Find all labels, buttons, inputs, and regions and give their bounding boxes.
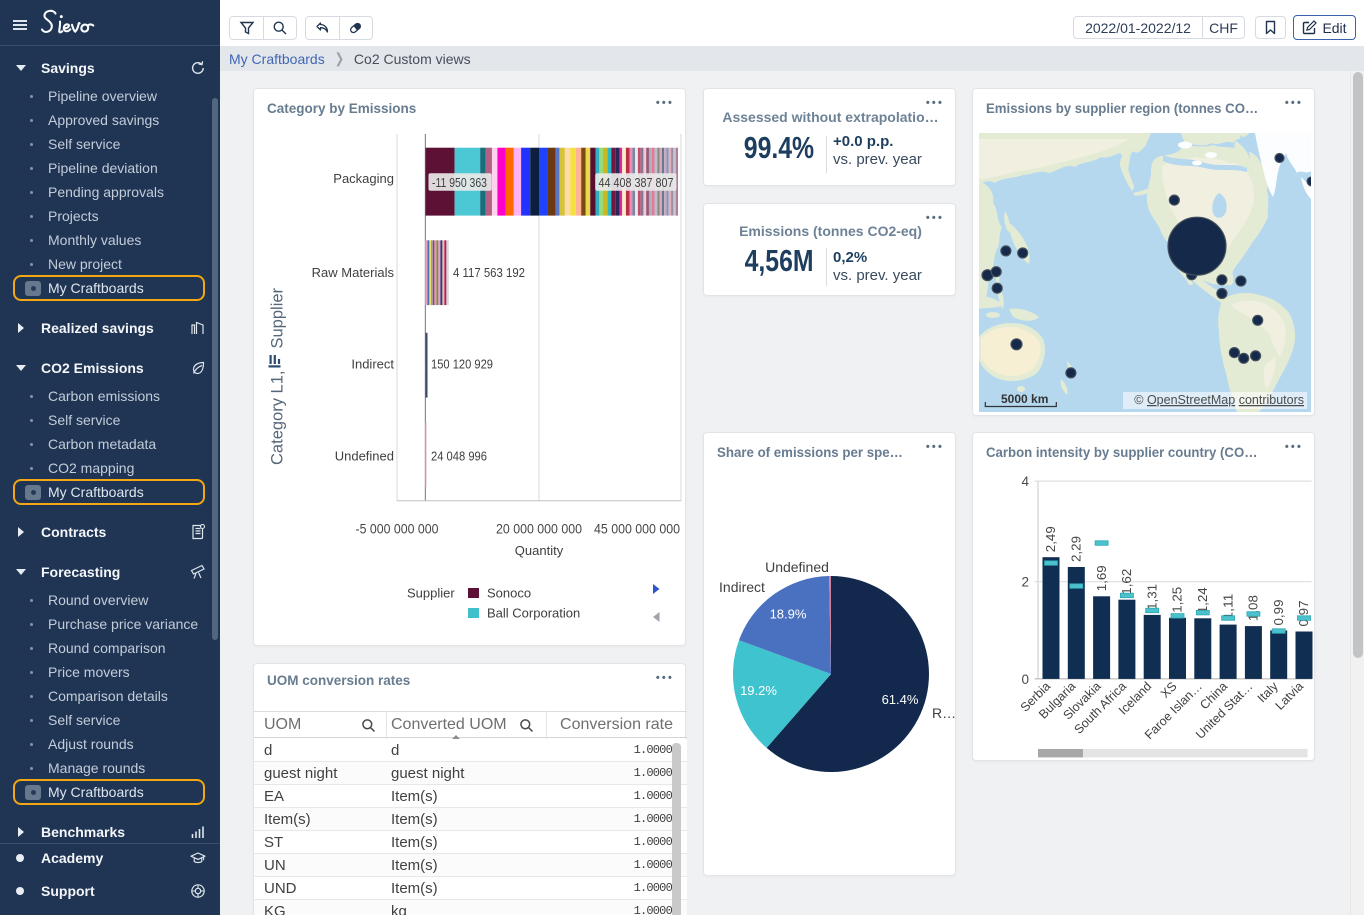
svg-text:0,97: 0,97 (1296, 601, 1311, 627)
svg-text:5000 km: 5000 km (1001, 392, 1048, 406)
svg-text:Quantity: Quantity (515, 543, 564, 558)
svg-text:4 117 563 192: 4 117 563 192 (453, 265, 525, 280)
svg-text:0,99: 0,99 (1271, 600, 1286, 626)
svg-text:45 000 000 000: 45 000 000 000 (594, 521, 680, 537)
svg-text:2,29: 2,29 (1069, 536, 1084, 562)
svg-text:Latvia: Latvia (1273, 679, 1307, 713)
svg-text:Undefined: Undefined (765, 559, 829, 575)
svg-text:Packaging: Packaging (333, 171, 394, 186)
svg-text:-5 000 000 000: -5 000 000 000 (356, 521, 439, 537)
svg-text:2: 2 (1021, 575, 1029, 590)
svg-text:-11 950 363: -11 950 363 (432, 175, 487, 190)
svg-text:Sonoco: Sonoco (487, 586, 531, 601)
svg-text:Ball Corporation: Ball Corporation (487, 606, 580, 621)
svg-text:150 120 929: 150 120 929 (431, 357, 493, 372)
svg-text:1,25: 1,25 (1170, 587, 1185, 613)
svg-text:61.4%: 61.4% (882, 692, 919, 707)
svg-text:R…: R… (932, 705, 956, 721)
svg-text:1,69: 1,69 (1094, 565, 1109, 591)
svg-text:19.2%: 19.2% (740, 683, 777, 698)
svg-text:0: 0 (1021, 672, 1029, 687)
svg-text:Supplier: Supplier (407, 586, 455, 601)
svg-text:Raw Materials: Raw Materials (312, 265, 395, 280)
svg-text:20 000 000 000: 20 000 000 000 (496, 521, 582, 537)
svg-text:1,24: 1,24 (1195, 587, 1210, 613)
svg-text:44 408 387 807: 44 408 387 807 (599, 175, 674, 190)
svg-text:2,49: 2,49 (1043, 526, 1058, 552)
svg-text:1,62: 1,62 (1119, 569, 1134, 595)
svg-text:Category L1,: Category L1, (269, 371, 287, 465)
svg-text:Indirect: Indirect (351, 357, 394, 372)
svg-text:24 048 996: 24 048 996 (431, 449, 487, 464)
svg-text:18.9%: 18.9% (770, 607, 807, 622)
svg-text:Undefined: Undefined (335, 449, 394, 464)
svg-text:1,11: 1,11 (1220, 594, 1235, 620)
svg-text:1,31: 1,31 (1144, 584, 1159, 610)
svg-text:1,08: 1,08 (1246, 595, 1261, 621)
svg-text:4: 4 (1021, 474, 1029, 489)
svg-text:Indirect: Indirect (719, 579, 765, 595)
svg-text:Supplier: Supplier (269, 287, 287, 348)
svg-text:© OpenStreetMap contributors: © OpenStreetMap contributors (1134, 393, 1304, 407)
